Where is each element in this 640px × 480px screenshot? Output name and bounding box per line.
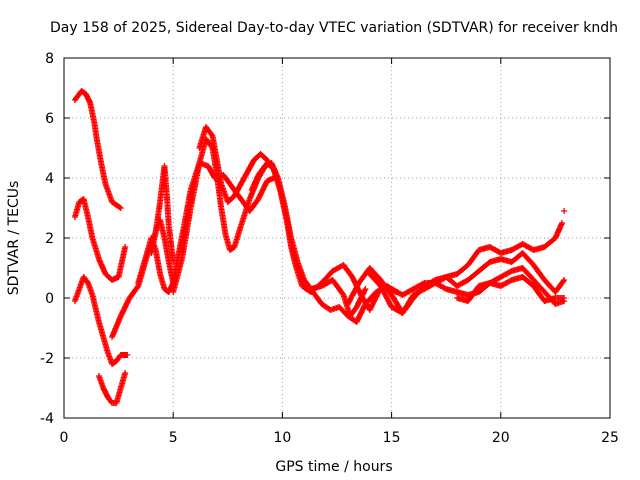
x-tick-label: 20 (492, 430, 510, 446)
series-markers (95, 370, 129, 406)
series-markers (366, 250, 568, 316)
series-track-a (71, 88, 124, 211)
y-tick-label: 6 (45, 111, 54, 127)
x-tick-label: 5 (169, 430, 178, 446)
series-track-g (148, 163, 177, 265)
x-tick-labels: 0 5 10 15 20 25 (60, 430, 619, 446)
series-track-d (95, 370, 129, 406)
y-tick-label: -4 (40, 411, 54, 427)
series-track-k (344, 220, 565, 316)
y-tick-label: -2 (40, 351, 54, 367)
y-tick-label: 4 (45, 171, 54, 187)
y-axis-label: SDTVAR / TECUs (6, 181, 22, 296)
series-markers (71, 274, 131, 367)
series-track-j (248, 160, 399, 325)
series-track-n (454, 274, 568, 304)
x-tick-label: 10 (273, 430, 291, 446)
series-track-b (71, 196, 129, 283)
series-markers (344, 220, 565, 316)
y-tick-label: 2 (45, 231, 54, 247)
series-track-l (366, 250, 568, 316)
tick-marks (63, 57, 611, 419)
x-tick-label: 25 (601, 430, 619, 446)
series-markers (248, 160, 399, 325)
series-markers (71, 196, 129, 283)
chart-title: Day 158 of 2025, Sidereal Day-to-day VTE… (50, 20, 618, 36)
series-markers (71, 88, 124, 211)
series-markers (454, 274, 568, 304)
series-markers (148, 163, 177, 265)
grid (64, 58, 610, 418)
series-track-c (71, 274, 131, 367)
y-tick-label: 8 (45, 51, 54, 67)
x-tick-label: 0 (60, 430, 69, 446)
x-axis-label: GPS time / hours (275, 459, 392, 475)
y-tick-label: 0 (45, 291, 54, 307)
data-series (71, 88, 568, 406)
x-tick-label: 15 (383, 430, 401, 446)
y-tick-labels: -4 -2 0 2 4 6 8 (40, 51, 54, 427)
isolated-point (561, 208, 568, 214)
